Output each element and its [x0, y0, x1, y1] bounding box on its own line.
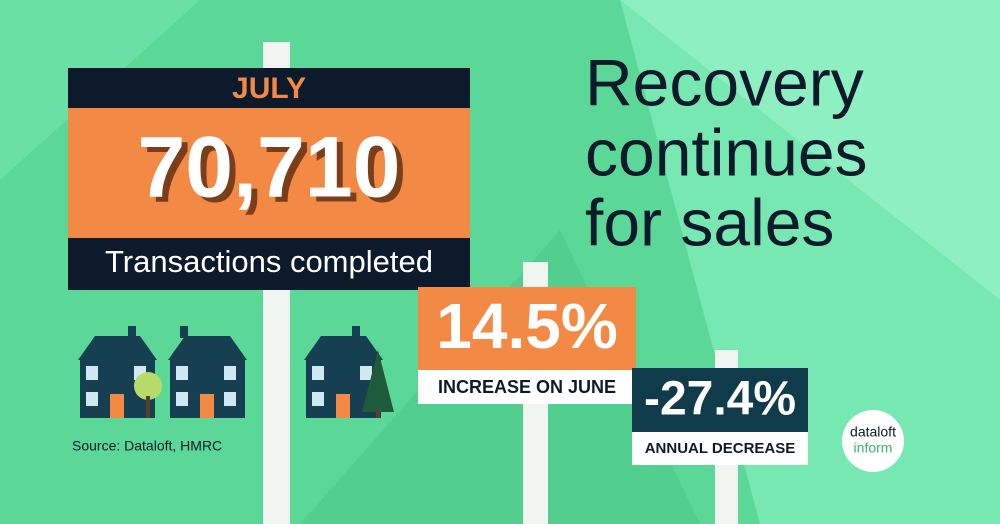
bg-shape — [620, 0, 1000, 524]
source: Source: Dataloft, HMRC — [72, 438, 222, 454]
logo-text: dataloft — [850, 424, 896, 440]
sign-caption: INCREASE ON JUNE — [438, 377, 616, 397]
headline-line: Recovery — [585, 45, 864, 119]
sign-footer — [68, 238, 470, 290]
sign-caption: Transactions completed — [105, 244, 433, 279]
houses — [78, 326, 394, 418]
sign-header — [68, 68, 470, 108]
sign-month: JULY — [232, 72, 306, 105]
sign-footer — [418, 370, 636, 404]
logo-badge — [842, 410, 904, 472]
sign-body — [68, 108, 470, 238]
headline-line: for sales — [585, 185, 834, 259]
sign-caption: ANNUAL DECREASE — [645, 440, 796, 457]
bg-shape — [430, 0, 1000, 300]
figure-shadow: 70,710 — [143, 125, 406, 221]
monthly-figure: 14.5% — [436, 290, 617, 362]
headline-line: continues — [585, 115, 868, 189]
annual-figure: -27.4% — [644, 373, 796, 426]
sign-body — [418, 287, 636, 370]
sign-body — [632, 368, 808, 432]
main-figure: 70,710 — [137, 120, 400, 216]
sign-footer — [632, 432, 808, 465]
logo-text: inform — [854, 440, 893, 456]
